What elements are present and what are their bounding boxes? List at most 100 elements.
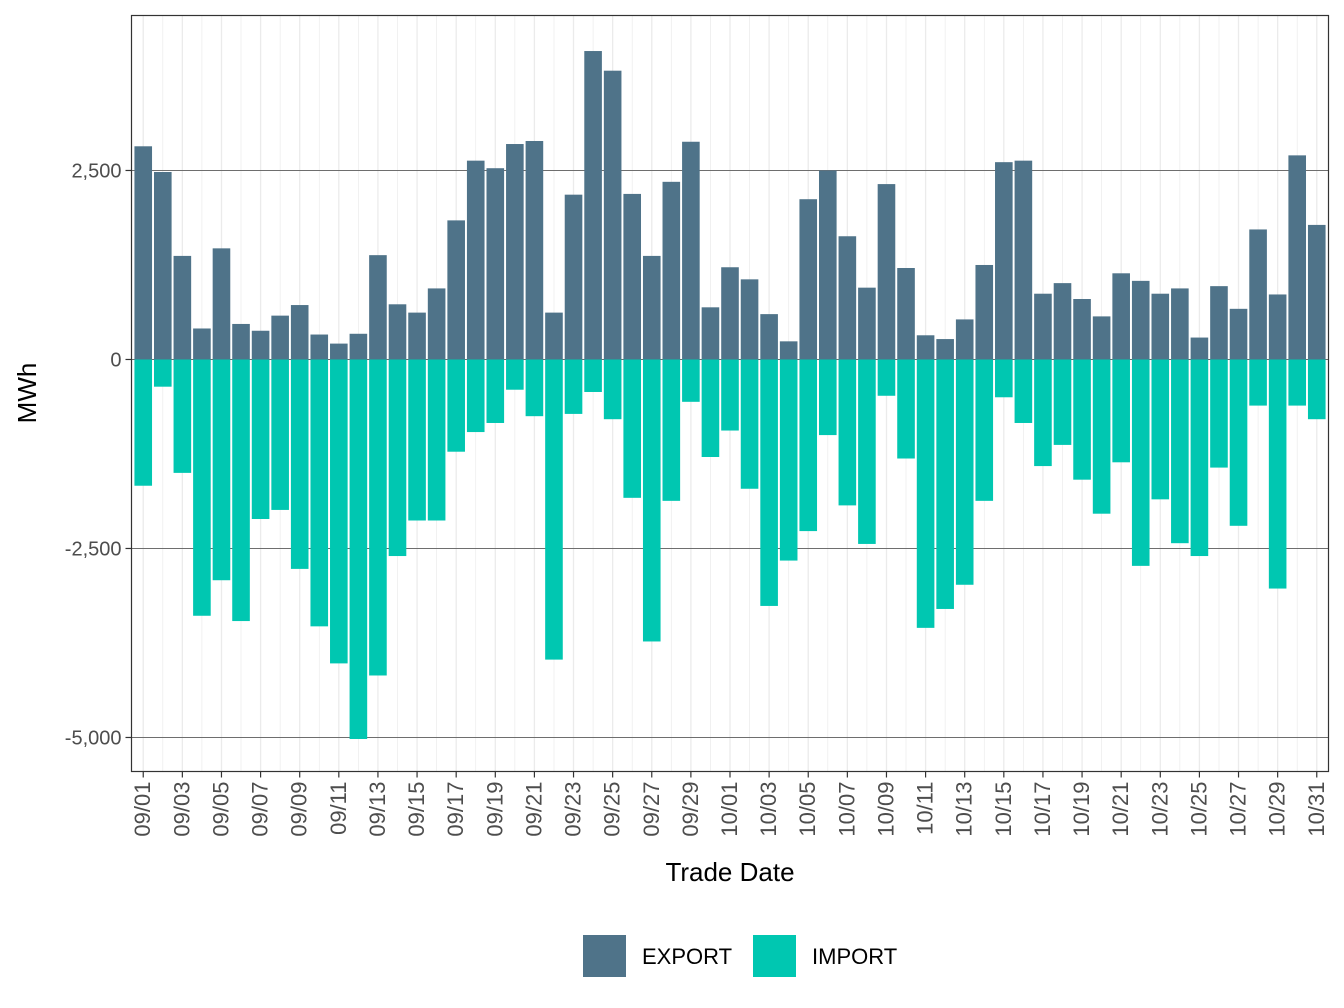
x-tick-label: 10/27 <box>1226 782 1251 837</box>
import-bar-10-24 <box>1171 359 1189 544</box>
import-bar-09-02 <box>153 359 172 387</box>
legend: EXPORT IMPORT <box>583 935 897 977</box>
x-tick-label: 09/19 <box>482 782 507 837</box>
import-bar-10-16 <box>1014 359 1033 423</box>
x-tick-label: 10/25 <box>1186 782 1211 837</box>
import-bar-09-11 <box>330 359 348 664</box>
import-bar-10-23 <box>1151 359 1170 500</box>
export-bar-10-18 <box>1053 283 1072 360</box>
import-bar-10-07 <box>838 359 857 506</box>
import-bar-10-14 <box>975 359 994 501</box>
import-bar-10-30 <box>1288 359 1307 406</box>
x-tick-label: 10/03 <box>756 782 781 837</box>
import-bar-10-02 <box>740 359 759 489</box>
export-bar-10-15 <box>995 162 1013 360</box>
export-bar-10-28 <box>1249 229 1267 360</box>
x-tick-label: 10/29 <box>1265 782 1290 837</box>
x-tick-label: 09/09 <box>287 782 312 837</box>
x-tick-label: 09/29 <box>678 782 703 837</box>
export-bar-09-08 <box>271 315 289 360</box>
export-bar-09-18 <box>466 160 485 360</box>
import-bar-09-20 <box>506 359 524 390</box>
export-bar-09-11 <box>330 343 348 360</box>
x-axis-title: Trade Date <box>665 857 794 887</box>
import-bar-09-14 <box>388 359 407 557</box>
import-bar-10-17 <box>1034 359 1052 467</box>
legend-label-import: IMPORT <box>812 944 897 969</box>
import-bar-10-20 <box>1092 359 1111 514</box>
export-bar-09-03 <box>173 255 192 360</box>
x-tick-label: 09/25 <box>600 782 625 837</box>
x-tick-label: 09/13 <box>365 782 390 837</box>
import-bar-10-12 <box>936 359 954 609</box>
y-axis-title: MWh <box>12 363 42 424</box>
export-bar-09-02 <box>153 171 172 360</box>
export-bar-10-23 <box>1151 293 1170 360</box>
export-bar-09-10 <box>310 334 329 360</box>
export-bar-09-07 <box>251 330 270 360</box>
export-bar-10-01 <box>721 267 739 360</box>
x-tick-label: 10/13 <box>952 782 977 837</box>
import-bar-09-25 <box>603 359 622 420</box>
import-bar-10-11 <box>916 359 935 628</box>
export-bar-09-28 <box>662 181 681 360</box>
x-tick-label: 09/27 <box>639 782 664 837</box>
export-bar-09-25 <box>603 70 622 360</box>
export-bar-10-08 <box>858 287 876 360</box>
import-bar-10-19 <box>1073 359 1091 480</box>
import-bar-09-27 <box>642 359 661 642</box>
x-tick-label: 10/21 <box>1108 782 1133 837</box>
import-bar-10-08 <box>858 359 876 544</box>
import-bar-09-18 <box>466 359 485 433</box>
import-bar-09-19 <box>486 359 505 423</box>
import-bar-10-29 <box>1268 359 1287 589</box>
export-bar-10-06 <box>818 170 837 360</box>
export-bar-10-13 <box>955 319 974 360</box>
export-bar-09-19 <box>486 168 505 360</box>
import-bar-10-13 <box>955 359 974 585</box>
import-bar-09-04 <box>193 359 211 616</box>
x-tick-label: 09/01 <box>130 782 155 837</box>
import-bar-09-15 <box>408 359 426 521</box>
export-bar-10-22 <box>1131 280 1150 360</box>
import-bar-10-28 <box>1249 359 1267 406</box>
import-bar-10-04 <box>779 359 798 561</box>
import-bar-09-13 <box>369 359 387 676</box>
import-bar-10-05 <box>799 359 818 532</box>
import-bar-10-10 <box>897 359 915 459</box>
export-bar-10-11 <box>916 335 935 360</box>
import-bar-10-03 <box>760 359 778 606</box>
import-bar-10-06 <box>818 359 837 436</box>
export-bar-09-14 <box>388 304 407 360</box>
export-bar-10-02 <box>740 279 759 360</box>
import-bar-09-22 <box>545 359 563 660</box>
import-bar-09-07 <box>251 359 270 519</box>
export-bar-09-05 <box>212 248 231 360</box>
x-tick-label: 09/11 <box>326 782 351 835</box>
export-bar-10-25 <box>1190 337 1209 360</box>
import-bar-09-23 <box>564 359 583 414</box>
export-bar-10-09 <box>877 184 896 360</box>
x-tick-label: 10/11 <box>913 782 938 835</box>
import-bar-10-01 <box>721 359 739 431</box>
import-bar-09-21 <box>525 359 544 417</box>
y-tick-label: -2,500 <box>65 538 122 560</box>
import-bar-09-16 <box>427 359 446 521</box>
import-bar-10-09 <box>877 359 896 396</box>
export-bar-10-04 <box>779 341 798 360</box>
import-bar-09-30 <box>701 359 720 458</box>
export-bar-10-24 <box>1171 288 1189 360</box>
x-tick-label: 09/07 <box>248 782 273 837</box>
import-bar-09-12 <box>349 359 368 739</box>
export-bar-10-05 <box>799 199 818 360</box>
import-bar-10-31 <box>1307 359 1326 420</box>
x-tick-label: 10/31 <box>1304 782 1329 837</box>
export-bar-09-17 <box>447 220 465 360</box>
export-bar-09-24 <box>584 51 602 360</box>
import-bar-10-25 <box>1190 359 1209 557</box>
x-tick-label: 09/17 <box>443 782 468 837</box>
legend-key-import <box>753 935 796 977</box>
export-bar-10-17 <box>1034 293 1052 360</box>
import-bar-09-03 <box>173 359 192 473</box>
x-tick-label: 10/07 <box>834 782 859 837</box>
